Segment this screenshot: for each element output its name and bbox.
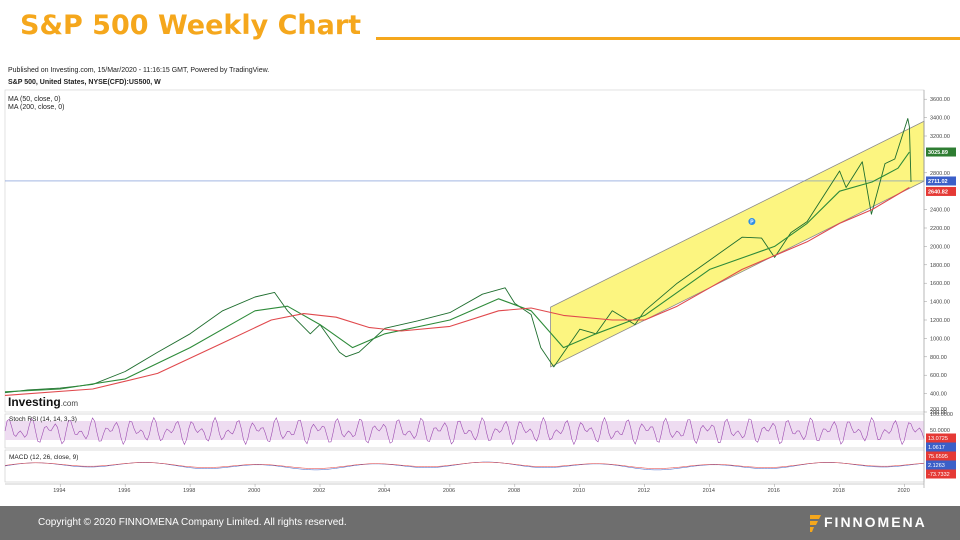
macd-value-box	[926, 469, 956, 479]
y-tick-label: 1000.00	[930, 336, 950, 342]
price-label: 3025.89	[928, 150, 948, 156]
y-axis: 3600.00 3400.00 3200.00 2800.00 2400.00 2200.…	[923, 90, 956, 488]
y-tick-label: 1200.00	[930, 318, 950, 324]
x-tick-label: 2010	[573, 488, 585, 494]
x-tick-label: 1994	[53, 488, 65, 494]
x-tick-label: 2006	[443, 488, 455, 494]
annotation-marker-label: P	[750, 220, 754, 226]
price-tick-bottom: 200.00	[930, 407, 947, 413]
brand-name: FINNOMENA	[824, 514, 927, 530]
x-tick-label: 2012	[638, 488, 650, 494]
x-tick-label: 2000	[248, 488, 260, 494]
published-note: Published on Investing.com, 15/Mar/2020 …	[8, 67, 270, 74]
x-tick-label: 2002	[313, 488, 325, 494]
stoch-value-box	[926, 442, 956, 452]
price-label-box	[926, 176, 956, 186]
stoch-value: 1.0617	[928, 445, 945, 451]
finnomena-f-icon	[810, 515, 821, 532]
x-tick-label: 1996	[118, 488, 130, 494]
x-tick-label: 2016	[768, 488, 780, 494]
y-tick-label: 1800.00	[930, 263, 950, 269]
y-tick-label: 400.00	[930, 392, 947, 398]
title-underline	[376, 37, 960, 40]
stoch-rsi-band	[5, 421, 924, 440]
stoch-rsi-panel: Stoch RSI (14, 14, 3, 3)	[4, 413, 925, 449]
macd-value-box	[926, 451, 956, 461]
price-label-box	[926, 147, 956, 157]
stoch-rsi-label: Stoch RSI (14, 14, 3, 3)	[9, 416, 77, 423]
annotation-marker	[748, 218, 756, 226]
instrument-label: S&P 500, United States, NYSE(CFD):US500,…	[8, 79, 161, 86]
stoch-value: 13.0725	[928, 436, 948, 442]
macd-value: 75.6595	[928, 454, 948, 460]
y-tick-label: 3600.00	[930, 97, 950, 103]
investing-watermark: Investing.com	[8, 393, 78, 411]
ma200-label: MA (200, close, 0)	[8, 104, 65, 111]
x-tick-label: 2004	[378, 488, 390, 494]
y-tick-label: 1600.00	[930, 281, 950, 287]
y-tick-label: 2000.00	[930, 244, 950, 250]
macd-panel: MACD (12, 26, close, 9)	[4, 449, 925, 483]
price-label: 2711.02	[928, 179, 948, 185]
finnomena-logo: FINNOMENA	[808, 513, 925, 533]
macd-value-box	[926, 460, 956, 470]
stoch-rsi-line	[4, 416, 925, 446]
rsi-tick-mid: 50.0000	[930, 428, 950, 434]
watermark-main: Investing	[8, 395, 61, 409]
macd-signal-line	[4, 461, 925, 469]
x-tick-label: 2014	[703, 488, 715, 494]
y-tick-label: 3200.00	[930, 134, 950, 140]
x-tick-label: 2018	[833, 488, 845, 494]
macd-value: 2.1263	[928, 463, 945, 469]
macd-frame	[4, 449, 925, 483]
rsi-tick-top: 100.0000	[930, 412, 953, 418]
x-axis: 1994 1996 1998 2000 2002 2004 2006 2008 2010 2012…	[5, 483, 924, 494]
x-tick-label: 2008	[508, 488, 520, 494]
y-tick-label: 3400.00	[930, 116, 950, 122]
y-tick-label: 800.00	[930, 355, 947, 361]
series-ma200	[4, 187, 910, 396]
price-panel: P	[4, 89, 925, 413]
macd-value: -73.7332	[928, 472, 950, 478]
watermark-suffix: .com	[60, 399, 79, 408]
ma50-label: MA (50, close, 0)	[8, 96, 61, 103]
y-tick-label: 600.00	[930, 373, 947, 379]
sp500-chart: P Stoch RSI (14, 14, 3, 3) MACD (12, 26,…	[4, 89, 956, 494]
y-tick-label: 1400.00	[930, 300, 950, 306]
y-tick-label: 200.00	[930, 410, 947, 416]
price-label: 2640.82	[928, 189, 948, 195]
y-tick-label: 2200.00	[930, 226, 950, 232]
series-price	[4, 118, 912, 394]
series-ma50	[4, 151, 910, 393]
slide-title: S&P 500 Weekly Chart	[20, 10, 362, 41]
x-tick-label: 1998	[183, 488, 195, 494]
footer-bar: Copyright © 2020 FINNOMENA Company Limit…	[0, 506, 960, 540]
copyright-text: Copyright © 2020 FINNOMENA Company Limit…	[38, 517, 347, 528]
y-tick-label: 2800.00	[930, 171, 950, 177]
y-tick-label: 2400.00	[930, 208, 950, 214]
price-label-box	[926, 186, 956, 196]
stoch-value-box	[926, 433, 956, 443]
x-tick-label: 2020	[898, 488, 910, 494]
macd-label: MACD (12, 26, close, 9)	[9, 454, 78, 461]
